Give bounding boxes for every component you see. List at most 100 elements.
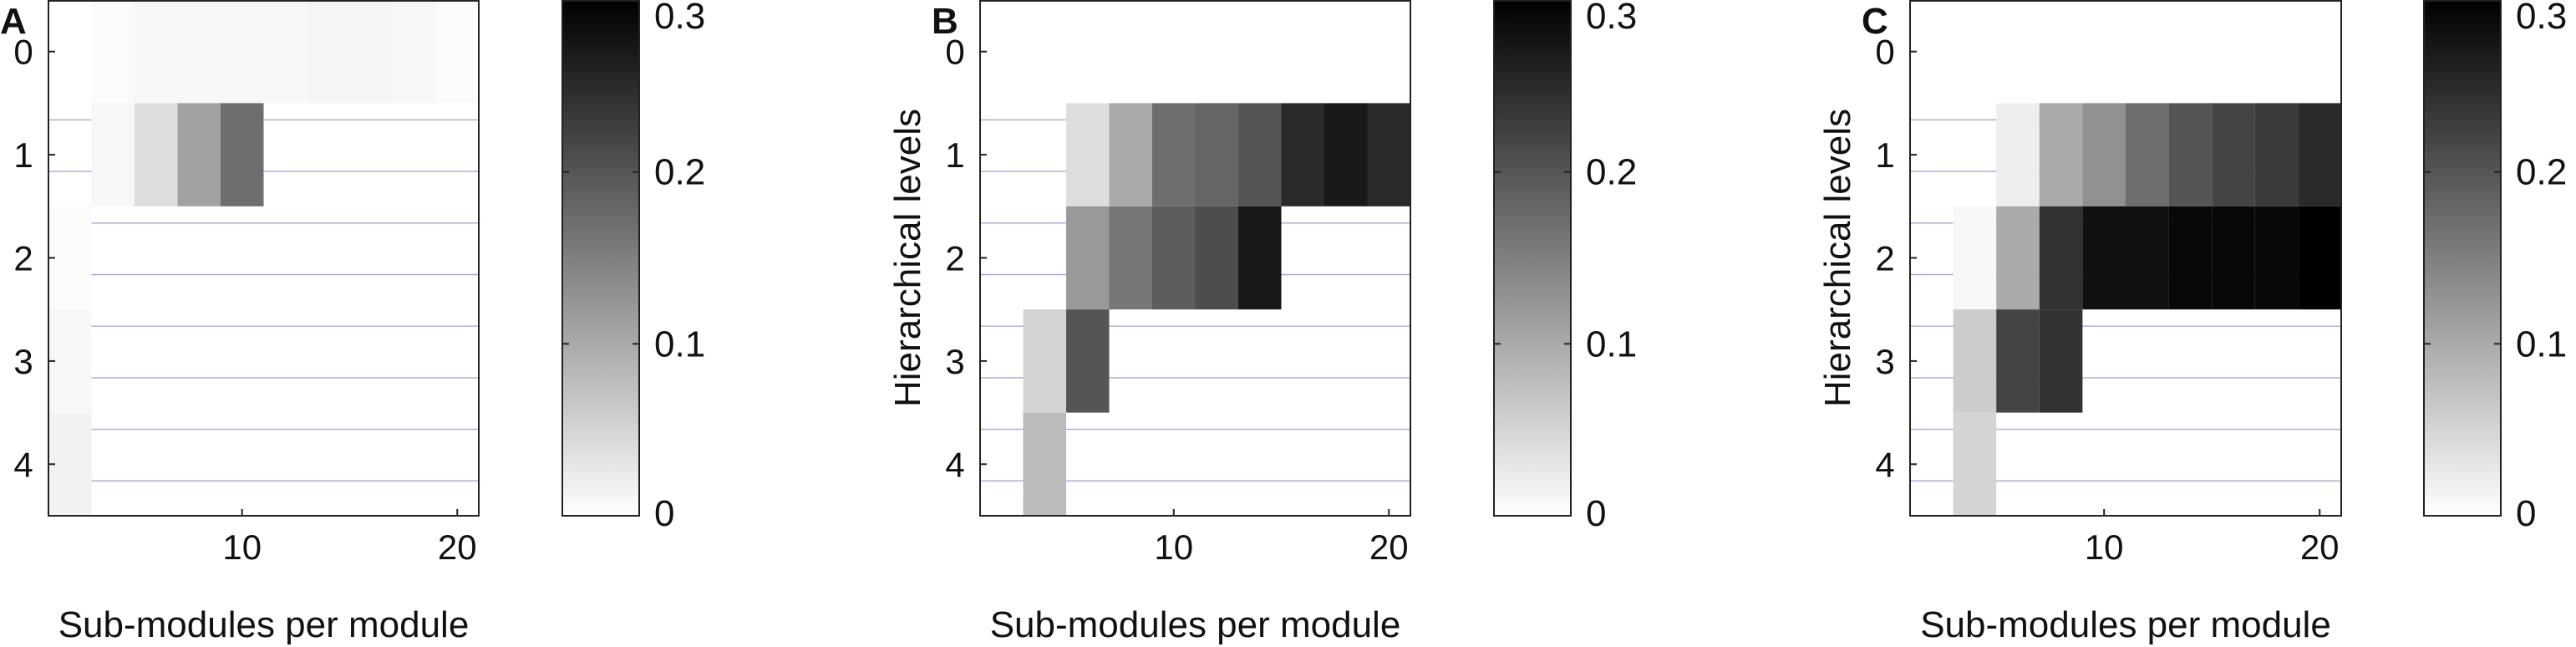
heatmap-cell [1109, 206, 1152, 310]
x-tick-label: 10 [222, 527, 262, 567]
heatmap-cell [135, 103, 178, 206]
x-tick-label: 10 [1154, 527, 1193, 567]
colorbar-tick-label: 0.3 [1586, 0, 1637, 37]
colorbar [562, 1, 639, 516]
y-tick-label: 1 [945, 135, 964, 175]
colorbar-frame [1493, 0, 1572, 517]
colorbar-tick-label: 0 [654, 493, 674, 534]
y-tick-label: 4 [1875, 445, 1894, 484]
heatmap-cell [2039, 103, 2083, 206]
heatmap-cell [1238, 103, 1282, 206]
heatmap-cell [2039, 309, 2083, 413]
x-axis-label: Sub-modules per module [1920, 604, 2331, 645]
heatmap-cell [2298, 206, 2341, 310]
heatmap-cell [1195, 206, 1238, 310]
x-axis-label: Sub-modules per module [58, 604, 470, 645]
heatmap-cell [1953, 309, 1997, 413]
heatmap-cell [435, 0, 479, 104]
heatmap-cell [1953, 412, 1997, 516]
heatmap-cell [2212, 206, 2255, 310]
heatmap-cell [177, 0, 221, 104]
heatmap-cell [1953, 206, 1997, 310]
heatmap-cell [2254, 103, 2299, 206]
y-tick-label: 3 [1875, 342, 1894, 381]
y-axis-label: Hierarchical levels [1817, 109, 1858, 407]
heatmap-cell [1023, 412, 1066, 516]
heatmap-cell [2168, 103, 2213, 206]
heatmap-cell [221, 0, 264, 104]
heatmap-cell [1195, 103, 1238, 206]
x-tick-label: 20 [2300, 527, 2340, 567]
heatmap-cell [91, 0, 135, 104]
panel-label: B [932, 1, 958, 42]
heatmap-cell [393, 0, 436, 104]
heatmap-cell [2298, 103, 2341, 206]
x-tick-label: 10 [2085, 527, 2124, 567]
colorbar [2424, 1, 2501, 516]
colorbar-tick-label: 0 [1586, 493, 1606, 534]
colorbar-frame [561, 0, 640, 517]
heatmap-cell [1066, 309, 1110, 413]
y-tick-label: 3 [945, 342, 964, 381]
heatmap-cell [307, 0, 350, 104]
heatmap-cell [2168, 206, 2213, 310]
y-tick-label: 2 [1875, 239, 1894, 278]
y-tick-label: 4 [945, 445, 964, 484]
heatmap-cell [2082, 103, 2126, 206]
heatmap-cell [263, 0, 307, 104]
colorbar-tick-label: 0.2 [654, 152, 705, 193]
heatmap-cell [1238, 206, 1282, 310]
heatmap-cell [2039, 206, 2083, 310]
heatmap-cell [1109, 103, 1152, 206]
colorbar-tick-label: 0.2 [1586, 152, 1637, 193]
y-tick-label: 2 [945, 239, 964, 278]
colorbar-tick-label: 0.1 [2516, 324, 2567, 364]
heatmap-cell [2254, 206, 2299, 310]
colorbar [1494, 1, 1571, 516]
heatmap-cell [2082, 206, 2126, 310]
y-tick-label: 0 [945, 33, 964, 72]
heatmap-cell [1066, 206, 1110, 310]
heatmap-cell [1367, 103, 1410, 206]
heatmap-cell [48, 0, 92, 104]
heatmap-cell [48, 206, 92, 310]
panel-label: A [0, 1, 27, 42]
heatmap-cell [221, 103, 264, 206]
heatmap-cell [135, 0, 178, 104]
y-tick-label: 1 [1875, 135, 1894, 175]
y-tick-label: 3 [13, 342, 33, 381]
heatmap-cell [1023, 309, 1066, 413]
colorbar-tick-label: 0.3 [2516, 0, 2567, 37]
colorbar-frame [2423, 0, 2502, 517]
heatmap-cell [1996, 206, 2040, 310]
heatmap-cell [2126, 103, 2169, 206]
heatmap-cell [48, 412, 92, 516]
heatmap-cell [1152, 103, 1196, 206]
y-tick-label: 0 [13, 33, 33, 72]
heatmap-cell [1281, 103, 1324, 206]
heatmap-cell [1066, 103, 1110, 206]
heatmap-cell [48, 309, 92, 413]
x-tick-label: 20 [1369, 527, 1409, 567]
colorbar-tick-label: 0.3 [654, 0, 705, 37]
panel-label: C [1862, 1, 1888, 42]
y-tick-label: 2 [13, 239, 33, 278]
heatmap-cell [1324, 103, 1368, 206]
x-tick-label: 20 [438, 527, 477, 567]
colorbar-tick-label: 0.1 [1586, 324, 1637, 364]
heatmap-cell [349, 0, 393, 104]
y-tick-label: 0 [1875, 33, 1894, 72]
heatmap-cell [91, 103, 135, 206]
heatmap-cell [1996, 309, 2040, 413]
y-tick-label: 4 [13, 445, 33, 484]
y-tick-label: 1 [13, 135, 33, 175]
heatmap-cell [2212, 103, 2255, 206]
heatmap-cell [1996, 103, 2040, 206]
x-axis-label: Sub-modules per module [990, 604, 1401, 645]
y-axis-label: Hierarchical levels [887, 109, 928, 407]
colorbar-tick-label: 0.1 [654, 324, 705, 364]
heatmap-cell [177, 103, 221, 206]
heatmap-cell [1152, 206, 1196, 310]
heatmap-cell [2126, 206, 2169, 310]
